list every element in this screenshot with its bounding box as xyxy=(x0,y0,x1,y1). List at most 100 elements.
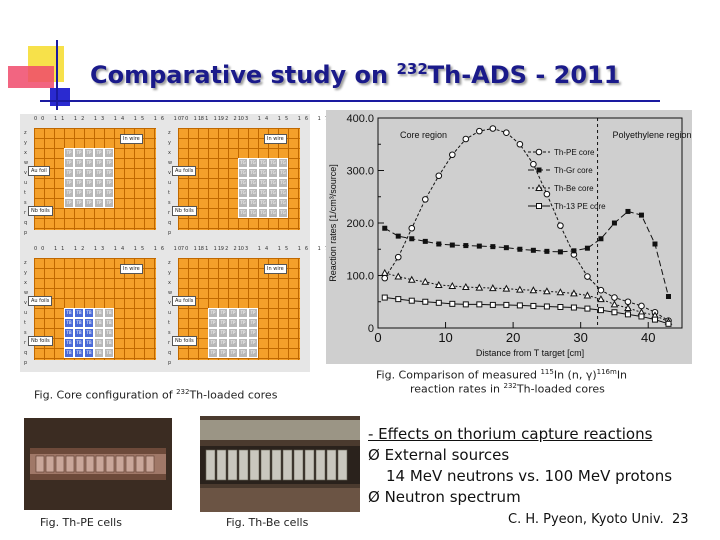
data-point xyxy=(449,300,456,307)
nb-foil-label: Nb foils xyxy=(28,336,53,346)
data-point xyxy=(557,249,563,255)
data-point xyxy=(571,248,577,254)
data-point xyxy=(583,291,592,299)
data-point xyxy=(448,281,457,289)
x-tick-label: 40 xyxy=(641,330,655,345)
fuel-cell: TG xyxy=(258,158,268,168)
fuel-cell: TP xyxy=(238,328,248,338)
fuel-cell: TP xyxy=(84,188,94,198)
x-tick-label: 10 xyxy=(438,330,452,345)
data-point xyxy=(382,225,388,231)
data-point xyxy=(449,151,456,159)
fuel-cell: TP xyxy=(218,338,228,348)
data-point xyxy=(421,196,429,203)
fuel-cell: TP xyxy=(84,198,94,208)
fuel-cell: TG xyxy=(268,188,278,198)
fuel-cell: TG xyxy=(268,168,278,178)
series-line xyxy=(384,272,669,323)
fuel-cell: TP xyxy=(64,148,74,158)
fuel-cell: TB xyxy=(74,348,84,358)
fuel-cell: TP xyxy=(74,158,84,168)
fuel-cell: TP xyxy=(84,148,94,158)
cmp-cap-gamma: γ xyxy=(585,368,593,382)
data-point xyxy=(380,268,389,276)
data-point xyxy=(503,129,510,137)
cmp-cap2-pre: reaction rates in xyxy=(410,382,504,396)
au-foil-label: Au foils xyxy=(172,166,197,176)
fuel-cell: TB xyxy=(64,308,74,318)
decor-blue-square xyxy=(50,88,70,106)
data-point xyxy=(517,246,523,252)
x-tick-label: 20 xyxy=(506,330,520,345)
data-point xyxy=(638,302,645,310)
title-text-rest: Th-ADS - 2011 xyxy=(427,61,621,89)
th-pe-cells-image xyxy=(24,418,172,510)
bullet-external-sources: Ø External sources xyxy=(368,446,510,464)
data-point xyxy=(381,294,388,301)
fuel-cell: TP xyxy=(218,318,228,328)
fuel-cell: TP xyxy=(248,328,258,338)
data-point xyxy=(624,298,632,306)
fuel-cell: TG xyxy=(258,178,268,188)
au-foil-label: Au foils xyxy=(172,296,197,306)
fuel-cell: TG xyxy=(258,208,268,218)
th-be-cells-photo xyxy=(200,416,360,512)
legend-marker xyxy=(536,167,542,173)
data-point xyxy=(408,224,416,232)
fuel-cell: TG xyxy=(238,168,248,178)
data-point xyxy=(570,289,578,297)
fuel-cell: TP xyxy=(74,148,84,158)
fuel-cell: TG xyxy=(258,188,268,198)
fuel-cell: TP xyxy=(74,188,84,198)
core-quadrant: 00 11 12 13 14 15 16 17 18 19 20 z y x w v u t s… xyxy=(168,116,388,236)
fuel-cell: TP xyxy=(104,188,114,198)
data-point xyxy=(394,253,402,261)
th-be-cells-image xyxy=(200,416,360,512)
data-point xyxy=(435,172,443,180)
data-point xyxy=(543,303,550,310)
data-point xyxy=(530,160,537,168)
data-point xyxy=(516,285,524,293)
data-point xyxy=(422,298,429,305)
data-point xyxy=(434,280,443,288)
nb-foil-label: Nb foils xyxy=(172,206,197,216)
data-point xyxy=(610,300,619,308)
fuel-cell: TP xyxy=(228,318,238,328)
core-caption-text: Fig. Core configuration of xyxy=(34,388,177,402)
fuel-cell: TG xyxy=(278,158,288,168)
data-point xyxy=(463,243,469,249)
nb-foil-label: Nb foils xyxy=(172,336,197,346)
fuel-cell: TP xyxy=(218,328,228,338)
fuel-cell: TP xyxy=(64,168,74,178)
in-wire-label: In wire xyxy=(264,264,287,274)
fuel-cell: TP xyxy=(74,168,84,178)
data-point xyxy=(449,242,455,248)
data-point xyxy=(476,243,482,249)
fuel-cell: TB xyxy=(84,338,94,348)
fuel-cell: TB xyxy=(64,348,74,358)
data-point xyxy=(638,212,644,218)
data-point xyxy=(638,313,645,320)
fuel-cell: TP xyxy=(64,158,74,168)
fuel-cell: TG xyxy=(248,188,258,198)
fuel-cell: TG xyxy=(248,168,258,178)
fuel-cell: TP xyxy=(208,348,218,358)
fuel-cell: TB xyxy=(74,318,84,328)
title-underline xyxy=(40,100,660,102)
cmp-cap-mid2: ) xyxy=(592,368,597,382)
fuel-cell: TG xyxy=(248,198,258,208)
fuel-cell: TP xyxy=(218,348,228,358)
data-point xyxy=(624,311,631,318)
legend-marker xyxy=(536,203,542,209)
data-point xyxy=(421,277,430,285)
core-quadrant: 00 11 12 13 14 15 16 17 18 19 20 z y x w v u t s… xyxy=(24,116,244,236)
cmp-cap-post: In xyxy=(616,368,628,382)
cmp-cap-mid: In (n, xyxy=(553,368,586,382)
series-line xyxy=(384,297,669,325)
title-superscript: 232 xyxy=(396,60,428,78)
fuel-cell: TP xyxy=(104,198,114,208)
data-point xyxy=(489,284,497,292)
fuel-cell: TG xyxy=(278,168,288,178)
y-tick-label: 300.0 xyxy=(346,166,374,178)
